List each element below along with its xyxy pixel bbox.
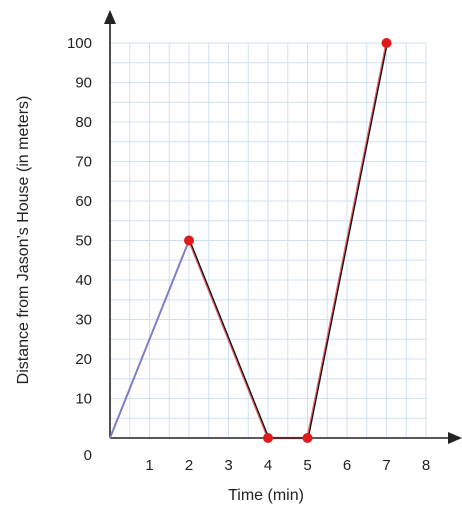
origin-label: 0 [84,447,92,464]
x-axis-label: Time (min) [228,487,304,504]
data-point [302,433,313,443]
line-segment [189,240,270,439]
data-points [184,38,392,443]
y-tick-label: 90 [75,75,92,92]
x-axis-arrow [448,432,462,444]
y-tick-label: 10 [75,391,92,408]
line-segment-highlight [306,42,388,439]
line-segment [109,240,190,439]
y-tick-label: 20 [75,351,92,368]
x-tick-label: 5 [303,457,311,474]
y-tick-label: 60 [75,193,92,210]
grid [110,42,427,438]
y-tick-label: 40 [75,272,92,289]
line-segment [307,42,388,439]
data-point [184,235,194,246]
data-point [381,38,392,48]
tick-labels: 1 2 3 4 5 6 7 8 10 20 30 40 50 60 70 80 90 100 0 [67,35,430,474]
y-tick-label: 100 [67,35,92,52]
y-axis-label: Distance from Jason’s House (in meters) [15,96,32,385]
y-tick-label: 30 [75,312,92,329]
x-tick-label: 6 [343,457,351,474]
x-tick-label: 1 [145,457,153,474]
y-axis-arrow [104,10,116,24]
data-point [263,433,273,443]
line-segment-highlight [187,240,270,439]
y-tick-label: 50 [75,233,92,250]
y-tick-label: 80 [75,114,92,131]
x-tick-label: 3 [224,457,232,474]
x-tick-label: 8 [422,457,430,474]
y-tick-label: 70 [75,154,92,171]
series-line [109,42,388,440]
x-tick-label: 4 [264,457,272,474]
x-tick-label: 7 [382,457,390,474]
x-tick-label: 2 [185,457,193,474]
